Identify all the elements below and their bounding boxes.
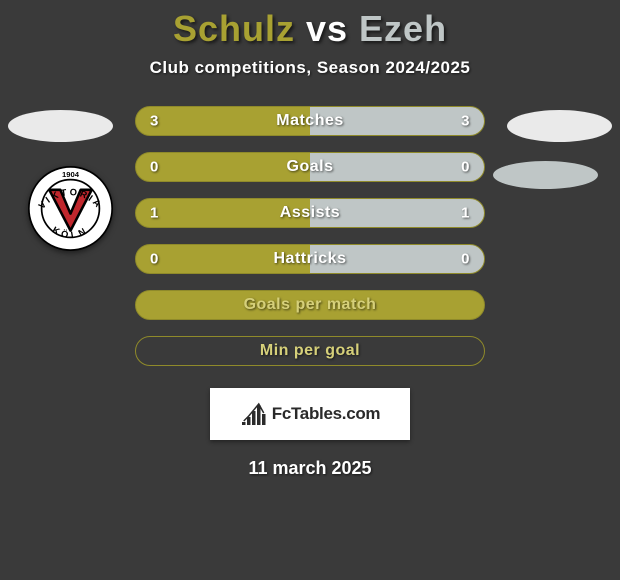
- footer-logo: FcTables.com: [210, 388, 410, 440]
- footer-text: FcTables.com: [272, 404, 381, 424]
- stat-row: Assists 1 1: [135, 198, 485, 228]
- club-badge-icon: 1904 VIKTORIA KÖLN: [28, 166, 113, 251]
- stat-label: Assists: [280, 204, 340, 222]
- stat-value-left: 0: [150, 159, 159, 176]
- stat-value-right: 0: [461, 159, 470, 176]
- title-player2: Ezeh: [359, 8, 447, 49]
- title-player1: Schulz: [173, 8, 295, 49]
- stat-label: Goals: [287, 158, 334, 176]
- stat-label: Hattricks: [274, 250, 347, 268]
- left-ellipse-icon: [8, 110, 113, 142]
- subtitle: Club competitions, Season 2024/2025: [0, 58, 620, 78]
- stat-value-left: 3: [150, 113, 159, 130]
- page-root: Schulz vs Ezeh Club competitions, Season…: [0, 0, 620, 580]
- stat-label: Goals per match: [244, 296, 377, 314]
- right-ellipse-2-icon: [493, 161, 598, 189]
- date-line: 11 march 2025: [0, 458, 620, 479]
- page-title: Schulz vs Ezeh: [0, 8, 620, 50]
- stat-label: Min per goal: [260, 342, 360, 360]
- stat-value-right: 0: [461, 251, 470, 268]
- right-ellipse-1-icon: [507, 110, 612, 142]
- fctables-bars-icon: [240, 401, 268, 427]
- stat-row: Hattricks 0 0: [135, 244, 485, 274]
- stat-row: Goals 0 0: [135, 152, 485, 182]
- title-vs: vs: [306, 8, 348, 49]
- content-area: 1904 VIKTORIA KÖLN Matches 3 3 Goals 0 0 Assis…: [0, 106, 620, 479]
- stat-row: Min per goal: [135, 336, 485, 366]
- stat-row: Matches 3 3: [135, 106, 485, 136]
- stat-value-right: 3: [461, 113, 470, 130]
- stat-value-right: 1: [461, 205, 470, 222]
- badge-year: 1904: [62, 170, 80, 179]
- stat-row: Goals per match: [135, 290, 485, 320]
- stat-value-left: 1: [150, 205, 159, 222]
- stat-value-left: 0: [150, 251, 159, 268]
- stat-rows-container: Matches33Goals00Assists11Hattricks00Goal…: [135, 106, 485, 366]
- stat-label: Matches: [276, 112, 344, 130]
